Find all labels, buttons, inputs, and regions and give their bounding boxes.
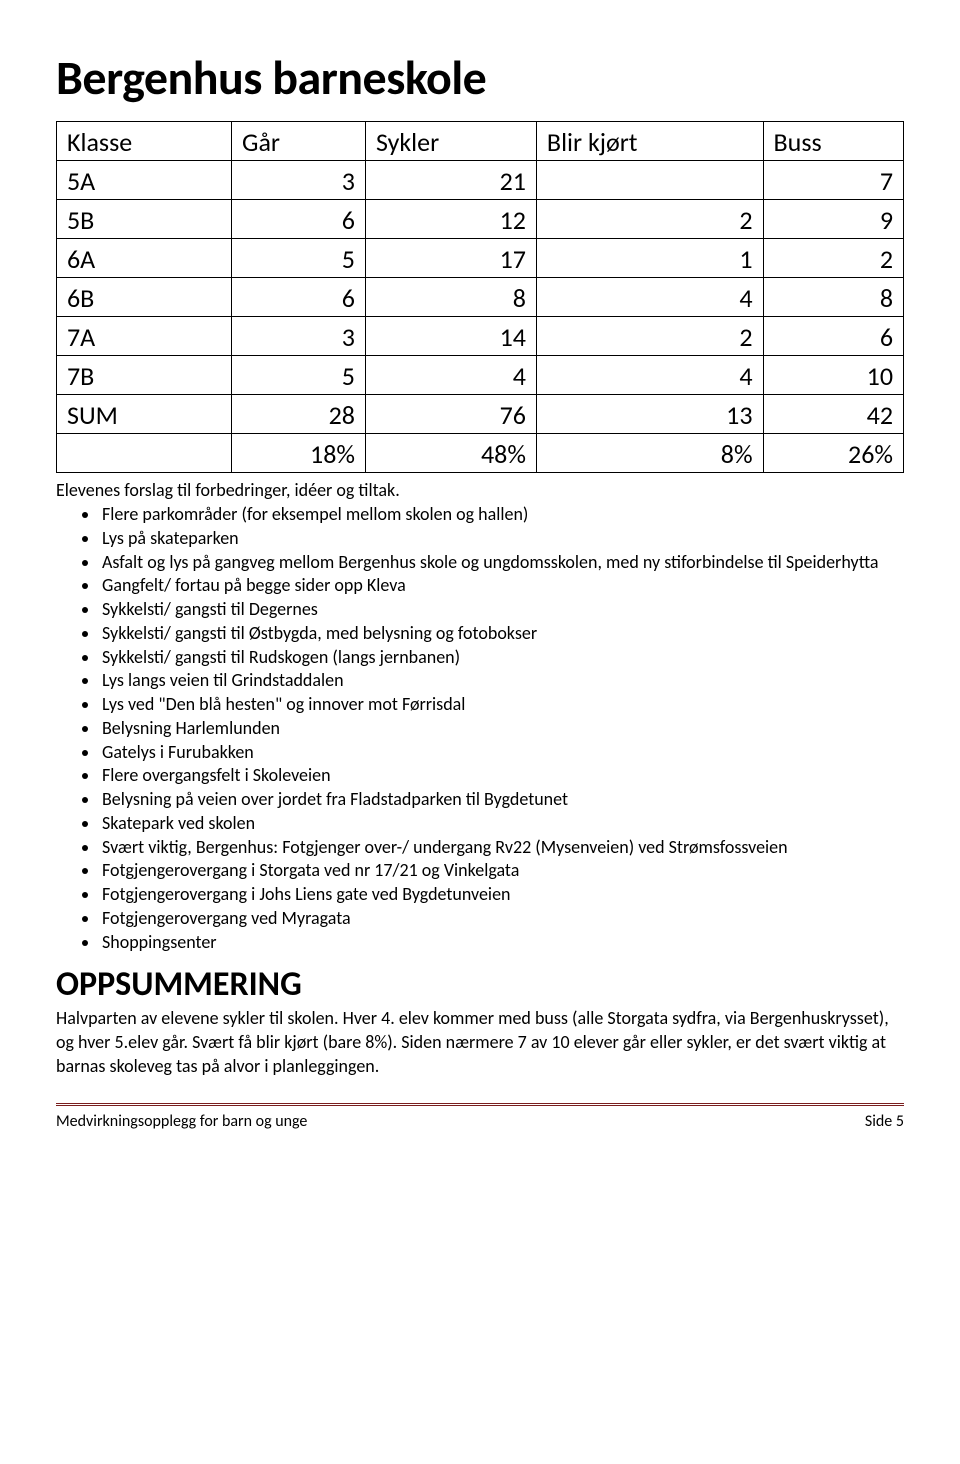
table-row: 6B 6 8 4 8 [57,278,904,317]
cell: 8% [536,434,763,473]
cell: 2 [536,200,763,239]
cell: 4 [536,278,763,317]
summary-heading: OPPSUMMERING [56,964,904,1005]
cell: 6 [232,278,366,317]
cell: 2 [763,239,903,278]
footer-left: Medvirkningsopplegg for barn og unge [56,1112,307,1131]
cell: 3 [232,317,366,356]
list-item: Svært viktig, Bergenhus: Fotgjenger over… [100,836,904,860]
list-item: Lys langs veien til Grindstaddalen [100,669,904,693]
cell: 1 [536,239,763,278]
list-item: Skatepark ved skolen [100,812,904,836]
cell: 14 [365,317,536,356]
list-item: Fotgjengerovergang ved Myragata [100,907,904,931]
cell: SUM [57,395,232,434]
cell: 6B [57,278,232,317]
col-blir-kjort: Blir kjørt [536,122,763,161]
cell [57,434,232,473]
list-item: Lys på skateparken [100,527,904,551]
col-klasse: Klasse [57,122,232,161]
col-gar: Går [232,122,366,161]
cell: 26% [763,434,903,473]
cell: 4 [365,356,536,395]
page-title: Bergenhus barneskole [56,48,904,107]
summary-text: Halvparten av elevene sykler til skolen.… [56,1007,904,1078]
list-item: Sykkelsti/ gangsti til Degernes [100,598,904,622]
list-item: Flere overgangsfelt i Skoleveien [100,764,904,788]
list-item: Sykkelsti/ gangsti til Rudskogen (langs … [100,646,904,670]
cell: 5 [232,239,366,278]
list-item: Gatelys i Furubakken [100,741,904,765]
list-item: Fotgjengerovergang i Storgata ved nr 17/… [100,859,904,883]
cell: 10 [763,356,903,395]
cell: 6 [232,200,366,239]
cell: 76 [365,395,536,434]
table-row-pct: 18% 48% 8% 26% [57,434,904,473]
cell: 17 [365,239,536,278]
page-footer: Medvirkningsopplegg for barn og unge Sid… [56,1112,904,1131]
cell: 28 [232,395,366,434]
cell: 5A [57,161,232,200]
cell: 7 [763,161,903,200]
list-item: Shoppingsenter [100,931,904,955]
list-item: Belysning Harlemlunden [100,717,904,741]
table-body: 5A 3 21 7 5B 6 12 2 9 6A 5 17 1 2 6B 6 8… [57,161,904,473]
cell: 5 [232,356,366,395]
cell: 8 [763,278,903,317]
list-item: Fotgjengerovergang i Johs Liens gate ved… [100,883,904,907]
cell: 13 [536,395,763,434]
col-sykler: Sykler [365,122,536,161]
footer-right: Side 5 [865,1112,904,1131]
list-item: Belysning på veien over jordet fra Flads… [100,788,904,812]
table-header-row: Klasse Går Sykler Blir kjørt Buss [57,122,904,161]
table-row: 6A 5 17 1 2 [57,239,904,278]
cell: 48% [365,434,536,473]
cell: 4 [536,356,763,395]
intro-text: Elevenes forslag til forbedringer, idéer… [56,479,904,501]
cell: 12 [365,200,536,239]
table-row: 7B 5 4 4 10 [57,356,904,395]
table-row: 7A 3 14 2 6 [57,317,904,356]
footer-rule [56,1103,904,1106]
cell: 7A [57,317,232,356]
list-item: Lys ved "Den blå hesten" og innover mot … [100,693,904,717]
table-row: 5B 6 12 2 9 [57,200,904,239]
cell: 5B [57,200,232,239]
suggestions-list: Flere parkområder (for eksempel mellom s… [56,503,904,954]
list-item: Flere parkområder (for eksempel mellom s… [100,503,904,527]
cell: 6 [763,317,903,356]
table-row-sum: SUM 28 76 13 42 [57,395,904,434]
cell: 2 [536,317,763,356]
cell: 21 [365,161,536,200]
cell: 42 [763,395,903,434]
cell: 6A [57,239,232,278]
list-item: Sykkelsti/ gangsti til Østbygda, med bel… [100,622,904,646]
cell [536,161,763,200]
cell: 3 [232,161,366,200]
table-row: 5A 3 21 7 [57,161,904,200]
list-item: Asfalt og lys på gangveg mellom Bergenhu… [100,551,904,575]
cell: 18% [232,434,366,473]
transport-table: Klasse Går Sykler Blir kjørt Buss 5A 3 2… [56,121,904,473]
cell: 7B [57,356,232,395]
col-buss: Buss [763,122,903,161]
list-item: Gangfelt/ fortau på begge sider opp Klev… [100,574,904,598]
cell: 8 [365,278,536,317]
cell: 9 [763,200,903,239]
